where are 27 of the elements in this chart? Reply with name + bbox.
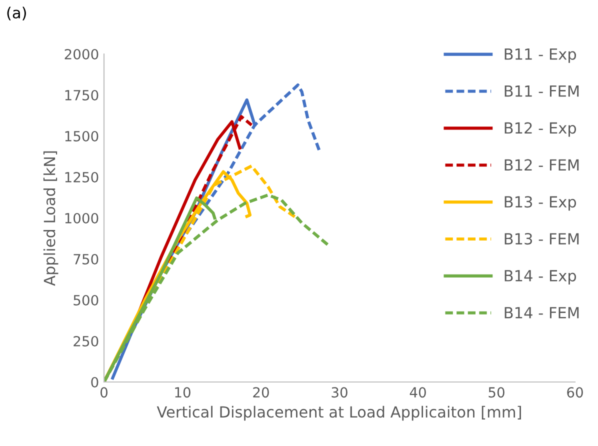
x-tick-label: 0 <box>100 387 108 398</box>
y-tick-label: 1250 <box>65 172 98 182</box>
y-tick-label: 1750 <box>65 90 98 100</box>
legend-label: B12 - Exp <box>504 122 576 137</box>
legend-label: B13 - FEM <box>504 233 579 245</box>
x-tick-label: 40 <box>410 387 426 398</box>
y-tick-label: 1000 <box>65 212 98 224</box>
y-tick-label: 1500 <box>65 130 98 142</box>
y-tick-label: 250 <box>74 336 98 346</box>
y-tick-label: 750 <box>74 254 98 264</box>
x-tick-label: 30 <box>332 387 348 398</box>
y-tick-label: 500 <box>74 294 98 306</box>
legend-label: B12 - FEM <box>504 159 579 170</box>
text: (a) <box>7 6 26 20</box>
legend-label: B14 - FEM <box>504 307 579 318</box>
legend-label: B11 - FEM <box>504 85 579 97</box>
x-tick-label: 60 <box>567 387 583 398</box>
legend-label: B11 - Exp <box>504 48 576 63</box>
y-tick-label: 2000 <box>64 48 98 60</box>
x-tick-label: 10 <box>175 387 190 398</box>
legend-label: B13 - Exp <box>504 196 576 211</box>
legend-label: B14 - Exp <box>504 270 576 284</box>
x-tick-label: 20 <box>253 387 269 398</box>
y-axis-title: Applied Load [kN] <box>43 151 58 286</box>
x-axis-title: Vertical Displacement at Load Applicaiton [mm] <box>156 406 521 421</box>
x-tick-label: 50 <box>488 387 504 398</box>
y-tick-label: 0 <box>91 376 98 388</box>
